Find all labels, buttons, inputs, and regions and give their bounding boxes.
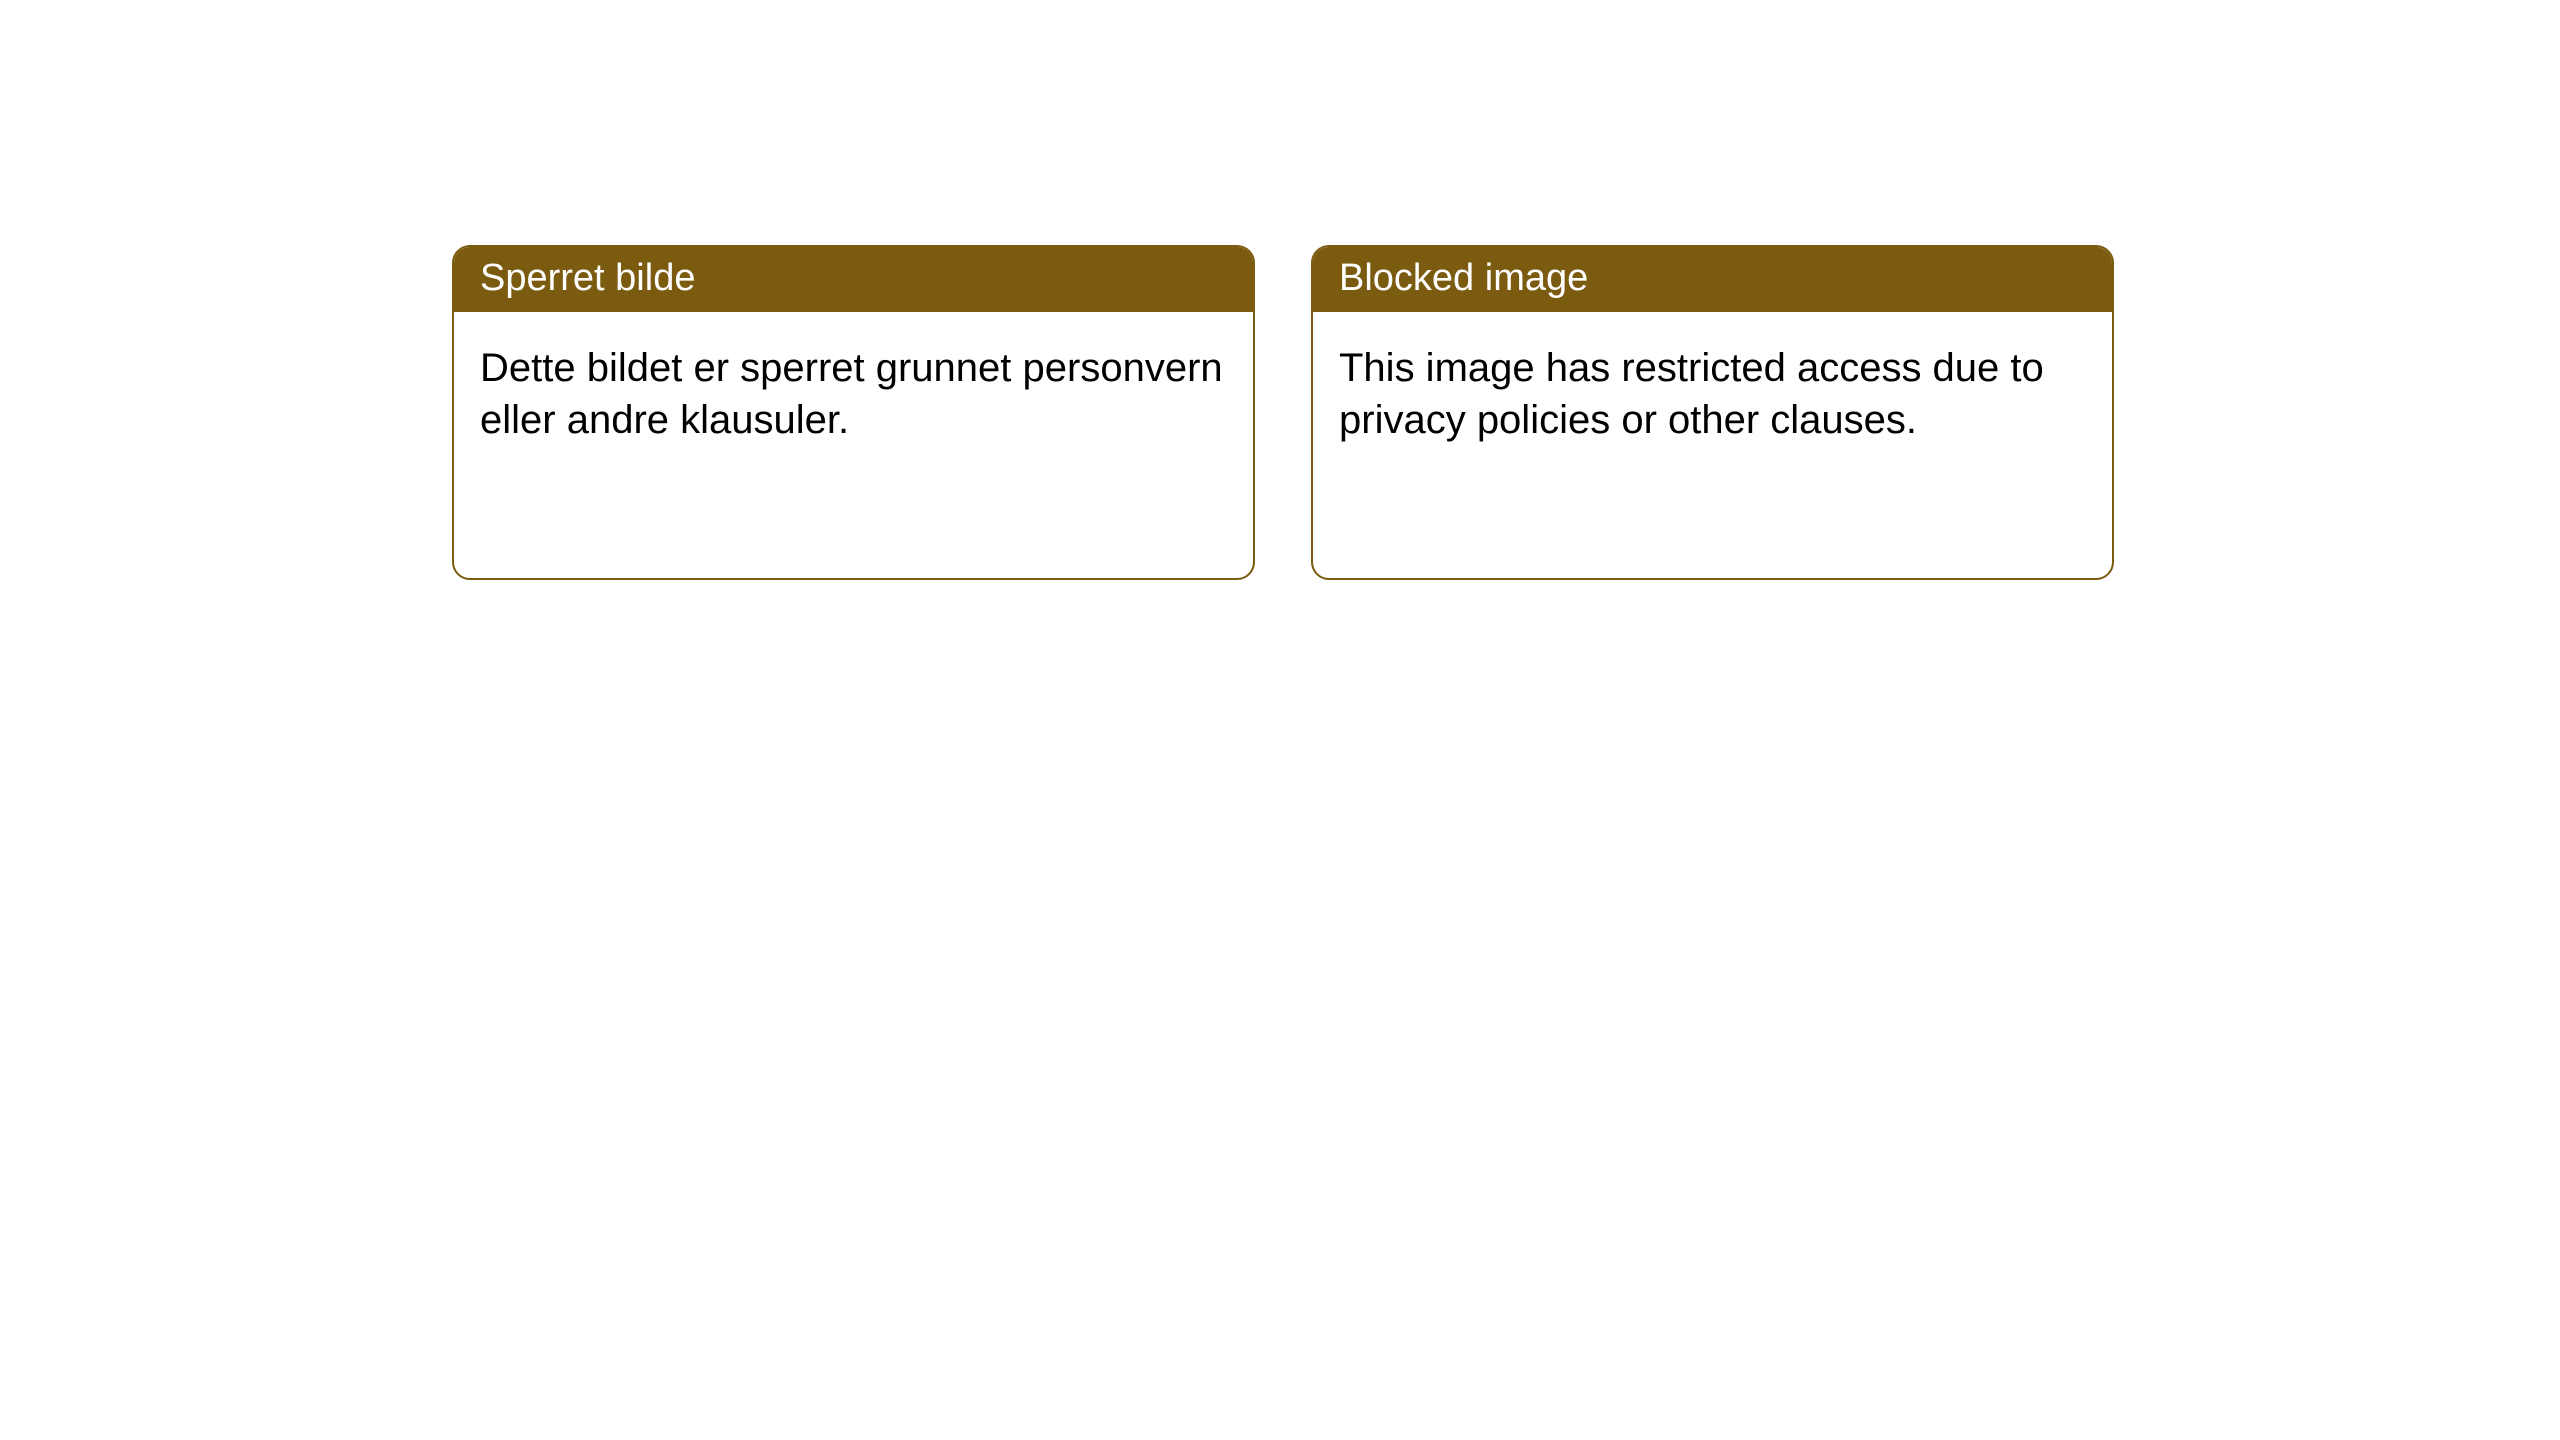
blocked-image-card-en: Blocked image This image has restricted … (1311, 245, 2114, 580)
notice-container: Sperret bilde Dette bildet er sperret gr… (0, 0, 2560, 580)
card-header: Blocked image (1313, 247, 2112, 312)
card-body: Dette bildet er sperret grunnet personve… (454, 312, 1253, 476)
card-header: Sperret bilde (454, 247, 1253, 312)
card-body: This image has restricted access due to … (1313, 312, 2112, 476)
blocked-image-card-no: Sperret bilde Dette bildet er sperret gr… (452, 245, 1255, 580)
